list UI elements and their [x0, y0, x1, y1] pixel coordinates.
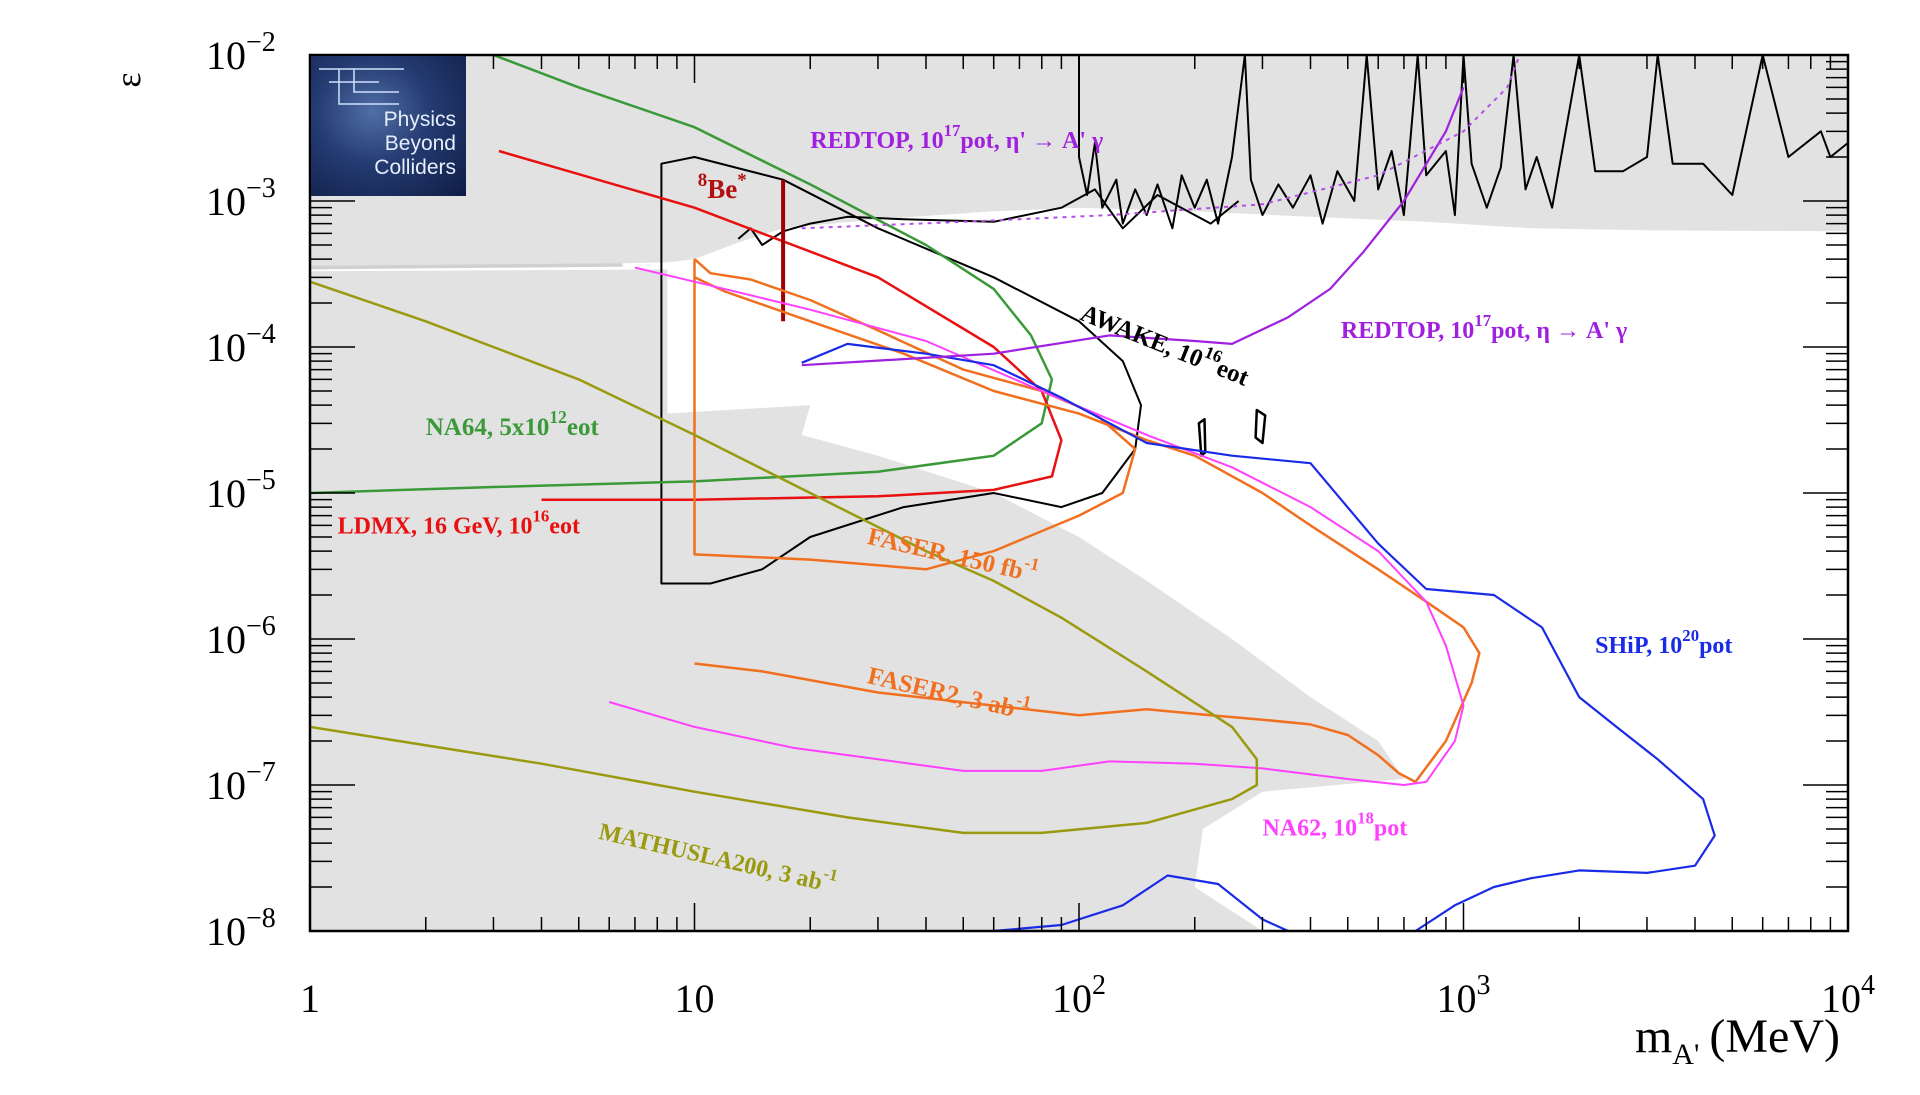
label-sup: -1: [1015, 689, 1034, 712]
x-tick-label: 103: [1437, 970, 1491, 1021]
y-tick-label: 10−8: [206, 903, 276, 954]
logo-line-3: Colliders: [374, 156, 456, 179]
label-tail: pot: [1699, 633, 1732, 659]
label-main: LDMX, 16 GeV, 10: [338, 513, 533, 539]
y-tick-label: 10−5: [206, 465, 276, 516]
label-ldmx: LDMX, 16 GeV, 1016eot: [338, 506, 580, 539]
y-tick-base: 10: [206, 763, 246, 808]
y-tick-label: 10−2: [206, 27, 276, 78]
x-tick-base: 10: [1052, 976, 1092, 1021]
y-tick-label: 10−7: [206, 757, 276, 808]
x-tick-exp: 2: [1092, 970, 1106, 1001]
series-curve-11: [801, 342, 1716, 932]
excluded-regions: [310, 55, 1848, 931]
x-axis-label-main: m: [1635, 1010, 1672, 1063]
y-tick-label: 10−3: [206, 173, 276, 224]
label-sup: 17: [1474, 311, 1491, 330]
x-tick-base: 10: [1437, 976, 1477, 1021]
x-axis-label: mA' (MeV): [1635, 1010, 1840, 1071]
label-redtop1: REDTOP, 1017pot, η' → A' γ: [810, 121, 1103, 154]
label-sup: 18: [1357, 809, 1374, 828]
label-be8: 8Be*: [698, 170, 747, 204]
x-tick-label: 1: [300, 976, 320, 1021]
label-main: REDTOP, 10: [810, 128, 943, 154]
x-tick-base: 10: [1821, 976, 1861, 1021]
series-curve-4: [1254, 408, 1267, 445]
y-axis-label: ε: [108, 72, 148, 87]
x-tick-label: 102: [1052, 970, 1106, 1021]
label-tail: eot: [567, 414, 600, 441]
label-tail: pot, η' → A' γ: [960, 128, 1103, 154]
series-curve-13: [309, 280, 1259, 835]
y-tick-label: 10−4: [206, 319, 276, 370]
y-tick-exp: −2: [246, 27, 276, 58]
sensitivity-curves: [309, 53, 1849, 933]
x-tick-base: 1: [300, 976, 320, 1021]
series-curve-9: [693, 276, 1481, 784]
y-tick-exp: −7: [246, 757, 276, 788]
x-tick-exp: 3: [1477, 970, 1491, 1001]
x-tick-exp: 4: [1861, 970, 1875, 1001]
x-axis-label-sub: A': [1672, 1038, 1699, 1071]
y-tick-exp: −6: [246, 611, 276, 642]
series-curve-2: [660, 156, 1142, 585]
label-sup: *: [737, 170, 746, 191]
label-sup: -1: [822, 864, 840, 886]
label-sup: 16: [1202, 342, 1226, 367]
x-tick-label: 104: [1821, 970, 1875, 1021]
series-curve-10: [608, 266, 1465, 786]
y-tick-base: 10: [206, 179, 246, 224]
circuit-icon: [319, 68, 404, 105]
label-main: REDTOP, 10: [1341, 318, 1474, 344]
label-redtop2: REDTOP, 1017pot, η → A' γ: [1341, 311, 1627, 344]
label-sup: -1: [1023, 552, 1042, 575]
label-sup: 12: [549, 407, 567, 427]
x-tick-base: 10: [675, 976, 715, 1021]
label-ship: SHiP, 1020pot: [1595, 626, 1732, 659]
excluded-region-upper: [310, 55, 1848, 270]
y-tick-exp: −4: [246, 319, 276, 350]
physics-beyond-colliders-logo: Physics Beyond Colliders: [311, 56, 466, 196]
y-tick-base: 10: [206, 33, 246, 78]
label-sup: 20: [1682, 626, 1699, 645]
series-curve-0: [1078, 54, 1849, 230]
excluded-region-lower: [310, 269, 1404, 931]
gray-band: [310, 263, 623, 270]
y-tick-base: 10: [206, 471, 246, 516]
label-tail: pot, η → A' γ: [1491, 318, 1627, 344]
label-main: Be: [707, 174, 737, 204]
y-tick-exp: −8: [246, 903, 276, 934]
y-tick-exp: −3: [246, 173, 276, 204]
y-tick-label: 10−6: [206, 611, 276, 662]
label-main: SHiP, 10: [1595, 633, 1682, 659]
series-curve-1: [737, 188, 1240, 246]
x-tick-label: 10: [675, 976, 715, 1021]
y-tick-base: 10: [206, 617, 246, 662]
label-main: NA62, 10: [1262, 816, 1357, 842]
label-sup: 16: [533, 506, 550, 525]
logo-line-1: Physics: [383, 108, 456, 131]
label-sup: 17: [944, 121, 961, 140]
series-curve-8: [693, 258, 1137, 571]
y-tick-exp: −5: [246, 465, 276, 496]
label-presup: 8: [698, 170, 707, 191]
x-axis-label-unit: (MeV): [1709, 1010, 1840, 1063]
label-main: NA64, 5x10: [426, 414, 550, 441]
label-na62: NA62, 1018pot: [1262, 809, 1407, 842]
logo-line-2: Beyond: [384, 132, 456, 155]
y-tick-base: 10: [206, 909, 246, 954]
series-curve-5: [309, 53, 1054, 495]
y-tick-base: 10: [206, 325, 246, 370]
label-tail: eot: [549, 513, 580, 539]
label-tail: pot: [1374, 816, 1407, 842]
axis-labels: ε mA' (MeV): [108, 72, 1840, 1071]
label-na64: NA64, 5x1012eot: [426, 407, 600, 441]
series-curve-14: [801, 86, 1465, 367]
